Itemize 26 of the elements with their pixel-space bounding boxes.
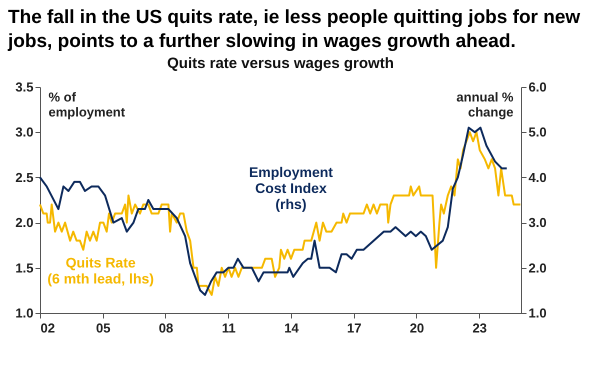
chart-title: The fall in the US quits rate, ie less people quitting jobs for new jobs, points to a further slowing in wages growth ahead.: [8, 6, 582, 54]
x-tick-label: 11: [222, 320, 236, 336]
x-tick-label: 08: [158, 320, 174, 336]
y2-tick-label: 4.0: [528, 170, 547, 185]
y-tick-label: 1.5: [15, 260, 34, 276]
y2-tick-label: 1.0: [528, 306, 547, 320]
x-tick-label: 23: [472, 320, 487, 336]
y-tick-label: 3.0: [15, 124, 34, 140]
y2-tick-label: 6.0: [528, 80, 547, 94]
x-tick-label: 02: [40, 320, 55, 336]
y-tick-label: 2.5: [15, 170, 34, 185]
y-axis-title: % of employment: [48, 90, 126, 120]
x-tick-label: 05: [96, 320, 110, 336]
y2-tick-label: 3.0: [528, 215, 547, 230]
y-tick-label: 3.5: [15, 80, 34, 94]
y2-tick-label: 2.0: [528, 260, 547, 276]
y2-axis-title: annual % change: [456, 90, 514, 120]
x-tick-label: 14: [284, 320, 300, 336]
y-tick-label: 1.0: [15, 306, 34, 320]
y-tick-label: 2.0: [15, 215, 34, 230]
x-tick-label: 20: [410, 320, 424, 336]
chart-subtitle: Quits rate versus wages growth: [167, 55, 394, 72]
y2-tick-label: 5.0: [528, 124, 547, 140]
x-tick-label: 17: [346, 320, 362, 336]
text: Employment Cost Index (rhs): [248, 164, 334, 212]
series-label: Quits Rate (6 mth lead, lhs): [47, 254, 154, 286]
